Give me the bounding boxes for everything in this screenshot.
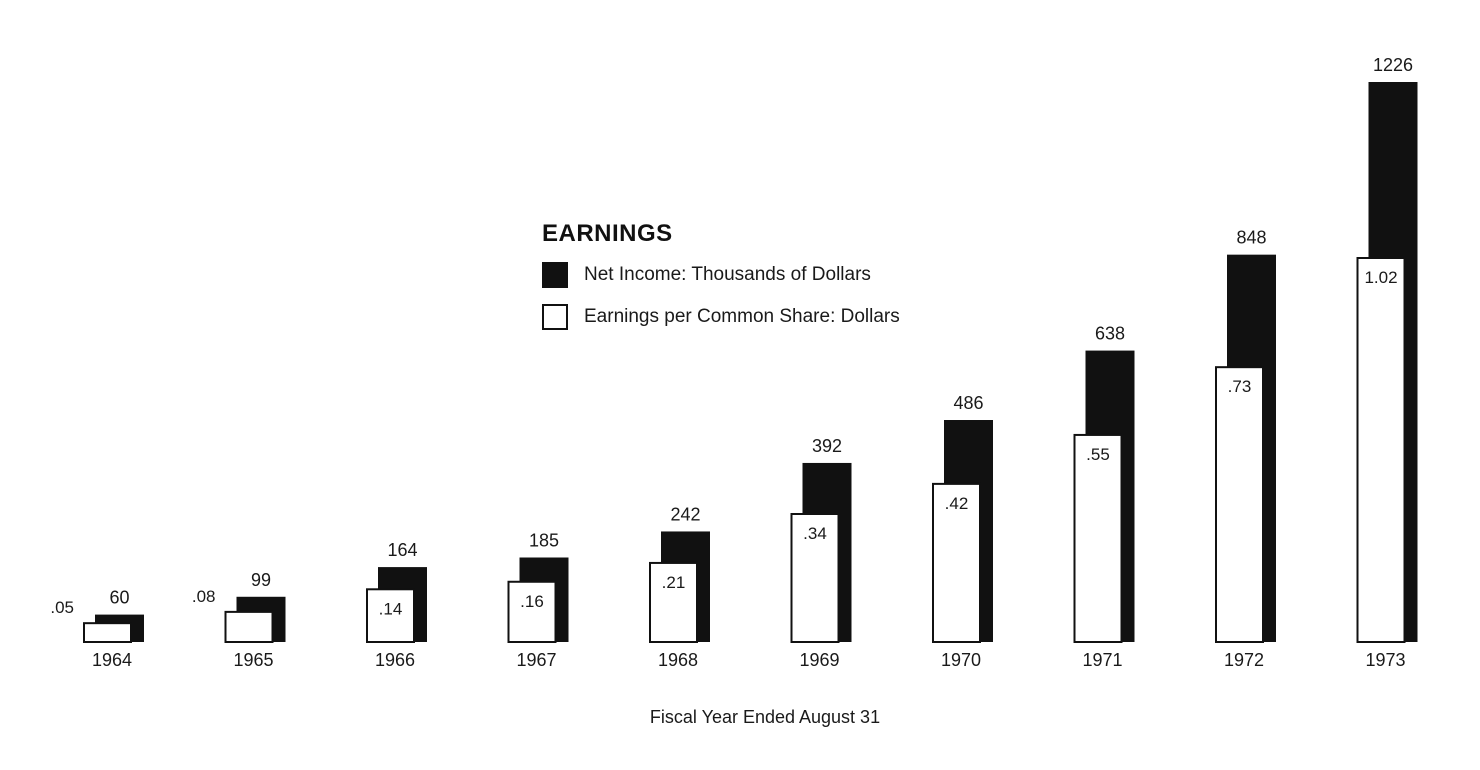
year-tick-label: 1965: [233, 650, 273, 670]
year-tick-label: 1970: [941, 650, 981, 670]
eps-value-label: 1.02: [1364, 268, 1397, 287]
eps-bar: [1215, 366, 1264, 643]
net-income-value-label: 99: [251, 570, 271, 590]
eps-value-label: .55: [1086, 445, 1110, 464]
value-labels-layer: 60 .05 99 .08 164 .14 185 .16 242 .21 392 .34 486 .42…: [50, 55, 1413, 618]
legend-label-eps: Earnings per Common Share: Dollars: [584, 306, 900, 327]
year-tick-label: 1972: [1224, 650, 1264, 670]
eps-bar: [366, 588, 415, 644]
year-tick-label: 1968: [658, 650, 698, 670]
eps-value-label: .16: [520, 592, 544, 611]
year-tick-label: 1964: [92, 650, 132, 670]
net-income-value-label: 392: [812, 436, 842, 456]
eps-value-label: .42: [945, 494, 969, 513]
eps-bar: [932, 482, 981, 643]
year-tick-label: 1967: [516, 650, 556, 670]
net-income-value-label: 1226: [1373, 55, 1413, 75]
eps-value-label: .21: [662, 573, 686, 592]
eps-bar: [224, 610, 274, 643]
year-tick-label: 1971: [1082, 650, 1122, 670]
legend-item-net-income: Net Income: Thousands of Dollars: [542, 260, 900, 290]
eps-value-label: .14: [379, 599, 403, 618]
net-income-value-label: 60: [109, 588, 129, 608]
bars-layer: [83, 82, 1418, 644]
net-income-value-label: 638: [1095, 324, 1125, 344]
legend-label-net-income: Net Income: Thousands of Dollars: [584, 264, 871, 285]
net-income-value-label: 185: [529, 530, 559, 550]
eps-value-label: .08: [192, 587, 216, 606]
eps-bar: [649, 561, 698, 643]
eps-value-label: .05: [50, 598, 74, 617]
eps-swatch: [542, 304, 568, 330]
eps-bar: [83, 622, 132, 643]
year-tick-label: 1973: [1365, 650, 1405, 670]
net-income-value-label: 848: [1236, 228, 1266, 248]
net-income-value-label: 242: [670, 504, 700, 524]
eps-bar: [1356, 257, 1406, 643]
eps-value-label: .34: [803, 524, 827, 543]
net-income-value-label: 164: [387, 540, 417, 560]
category-labels-layer: 1964 1965 1966 1967 1968 1969 1970 1971 1972 1973: [92, 650, 1406, 670]
legend: EARNINGS Net Income: Thousands of Dollar…: [542, 220, 900, 344]
eps-bar: [790, 513, 840, 643]
eps-value-label: .73: [1228, 377, 1252, 396]
x-axis-title: Fiscal Year Ended August 31: [649, 707, 881, 727]
year-tick-label: 1966: [375, 650, 415, 670]
year-tick-label: 1969: [799, 650, 839, 670]
chart-title: EARNINGS: [542, 220, 673, 247]
eps-bar: [507, 580, 557, 644]
net-income-value-label: 486: [953, 393, 983, 413]
legend-item-eps: Earnings per Common Share: Dollars: [542, 302, 900, 332]
net-income-swatch: [542, 262, 568, 288]
eps-bar: [1073, 433, 1123, 643]
